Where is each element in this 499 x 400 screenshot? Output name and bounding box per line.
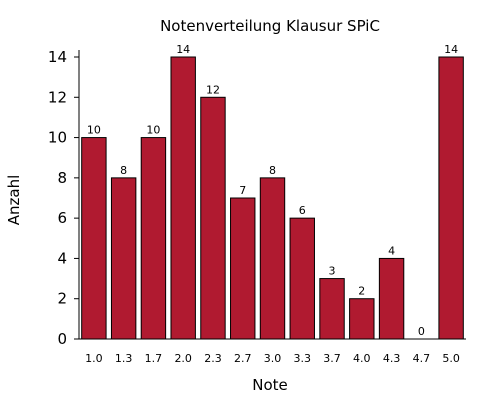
y-tick-label: 6 (57, 209, 67, 227)
bar (438, 56, 464, 340)
y-tick-label: 14 (48, 48, 67, 66)
x-tick-label: 3.3 (294, 352, 312, 365)
data-label: 3 (329, 265, 336, 278)
bar (140, 137, 167, 340)
x-tick-label: 2.7 (234, 352, 252, 365)
bar (230, 197, 256, 340)
bar (170, 56, 196, 340)
y-tick-label: 4 (57, 249, 67, 267)
x-tick-label: 5.0 (442, 352, 460, 365)
x-tick-label: 2.3 (204, 352, 222, 365)
y-tick-label: 12 (48, 88, 67, 106)
bar (289, 217, 315, 340)
data-label: 10 (87, 124, 101, 137)
x-tick-label: 3.0 (264, 352, 282, 365)
data-label: 6 (299, 204, 306, 217)
y-tick-label: 2 (57, 290, 67, 308)
bar (259, 177, 286, 340)
y-tick-label: 10 (48, 129, 67, 147)
data-label: 8 (269, 164, 276, 177)
data-label: 2 (358, 285, 365, 298)
x-tick-label: 4.3 (383, 352, 401, 365)
x-tick-label: 1.3 (115, 352, 133, 365)
x-tick-label: 4.7 (413, 352, 431, 365)
x-tick-label: 3.7 (323, 352, 341, 365)
x-tick-label: 1.0 (85, 352, 103, 365)
data-label: 12 (206, 83, 220, 96)
data-label: 8 (120, 164, 127, 177)
data-label: 10 (146, 124, 160, 137)
chart-title: Notenverteilung Klausur SPiC (160, 17, 380, 35)
x-axis-label: Note (252, 376, 288, 394)
x-tick-label: 4.0 (353, 352, 371, 365)
bar (200, 96, 226, 340)
y-tick-label: 0 (57, 330, 67, 348)
bar (378, 257, 405, 340)
bar (349, 298, 375, 340)
data-label: 4 (388, 244, 395, 257)
y-tick-label: 8 (57, 169, 67, 187)
x-tick-label: 2.0 (174, 352, 192, 365)
y-axis-label: Anzahl (5, 175, 23, 226)
bar (110, 177, 137, 340)
data-label: 0 (418, 325, 425, 338)
bar (81, 137, 107, 340)
data-label: 14 (444, 43, 458, 56)
data-label: 14 (176, 43, 190, 56)
x-tick-label: 1.7 (145, 352, 163, 365)
data-label: 7 (239, 184, 246, 197)
bar (319, 278, 345, 340)
plot-area: 0 2 4 6 8 10 12 14 10 1.0 8 1.3 10 1.7 14 2.0 12 2.3 7 2.7 8… (48, 43, 466, 365)
